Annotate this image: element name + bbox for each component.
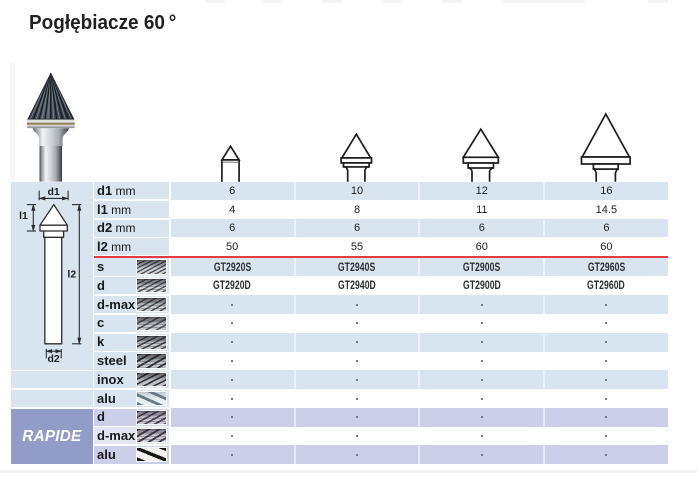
svg-text:l1: l1	[19, 210, 28, 222]
svg-text:d2: d2	[47, 353, 59, 365]
svg-text:l2: l2	[67, 269, 76, 281]
svg-text:d1: d1	[47, 186, 59, 198]
